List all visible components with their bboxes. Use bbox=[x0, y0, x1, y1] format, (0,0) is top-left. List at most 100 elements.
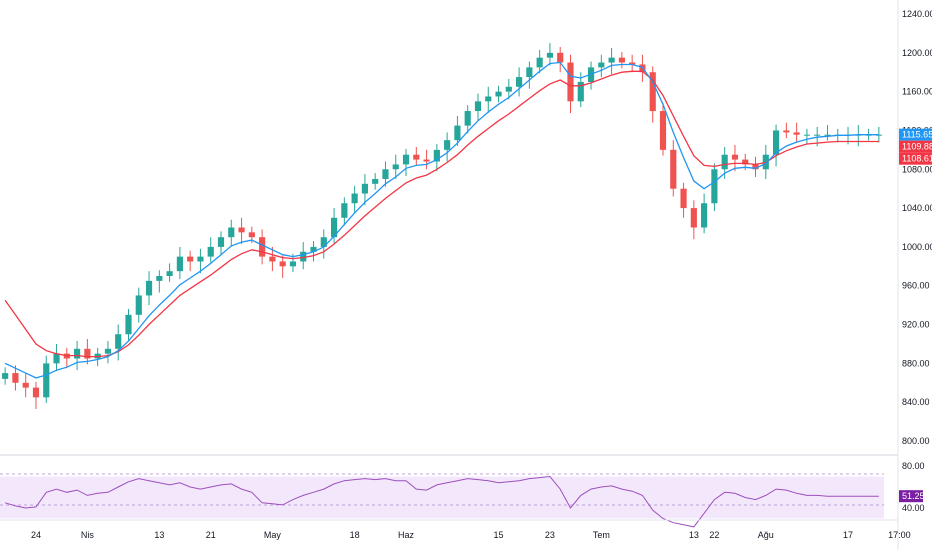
price-tag-label: 1109.88 bbox=[902, 142, 932, 152]
candle-body bbox=[248, 232, 255, 238]
price-tick-label: 1240.00 bbox=[902, 9, 932, 19]
price-tick-label: 840.00 bbox=[902, 397, 930, 407]
price-tag-label: 1108.61 bbox=[902, 154, 932, 164]
candle-body bbox=[289, 261, 297, 267]
price-tick-label: 1200.00 bbox=[902, 48, 932, 58]
candle-body bbox=[104, 348, 112, 354]
candle-body bbox=[772, 130, 780, 155]
price-tick-label: 880.00 bbox=[902, 358, 930, 368]
candle-body bbox=[526, 67, 533, 78]
time-tick-label: 22 bbox=[709, 530, 719, 540]
candle-body bbox=[22, 382, 29, 388]
candle-body bbox=[361, 183, 368, 194]
ema-fast-line bbox=[4, 61, 879, 379]
time-tick-label: 17:00 bbox=[888, 530, 911, 540]
candle-body bbox=[444, 140, 451, 150]
price-scale[interactable]: 1240.001200.001160.001120.001080.001040.… bbox=[902, 9, 932, 446]
candle-body bbox=[330, 217, 338, 238]
candle-body bbox=[505, 86, 512, 92]
candle-body bbox=[680, 188, 687, 209]
candle-body bbox=[351, 193, 358, 204]
price-tick-label: 960.00 bbox=[902, 281, 930, 291]
time-tick-label: May bbox=[264, 530, 282, 540]
candle-body bbox=[567, 62, 574, 102]
candle-body bbox=[731, 154, 739, 160]
candle-body bbox=[557, 52, 564, 63]
time-tick-label: Haz bbox=[398, 530, 415, 540]
price-tick-label: 1040.00 bbox=[902, 203, 932, 213]
candle-body bbox=[824, 134, 831, 136]
candle-body bbox=[670, 149, 677, 189]
time-tick-label: 13 bbox=[689, 530, 699, 540]
candle-body bbox=[228, 227, 235, 238]
candle-body bbox=[115, 334, 122, 349]
candle-body bbox=[618, 57, 625, 63]
candle-body bbox=[711, 169, 718, 204]
candle-body bbox=[464, 111, 471, 126]
candle-body bbox=[12, 373, 19, 383]
candle-body bbox=[2, 373, 9, 379]
candle-body bbox=[32, 387, 40, 398]
candle-body bbox=[166, 271, 173, 277]
candle-body bbox=[145, 280, 153, 296]
candle-body bbox=[423, 159, 430, 162]
candle-body bbox=[516, 77, 523, 87]
candlestick-series bbox=[2, 43, 882, 409]
candle-body bbox=[649, 72, 656, 112]
candle-body bbox=[382, 169, 389, 179]
candle-body bbox=[310, 246, 317, 252]
candle-body bbox=[814, 134, 821, 136]
time-tick-label: Nis bbox=[81, 530, 94, 540]
rsi-band bbox=[0, 476, 884, 519]
candle-body bbox=[803, 134, 810, 136]
candle-body bbox=[413, 154, 420, 160]
candle-body bbox=[269, 256, 276, 262]
candle-body bbox=[176, 256, 183, 272]
candle-body bbox=[783, 130, 790, 133]
time-axis[interactable]: 24 Nis 13 21 May 18 Haz 15 23 Tem 13 22 Ağu 17 17:00 bbox=[31, 530, 911, 540]
candle-body bbox=[474, 101, 482, 112]
price-tick-label: 800.00 bbox=[902, 436, 930, 446]
time-tick-label: 17 bbox=[843, 530, 853, 540]
candle-body bbox=[187, 256, 194, 262]
candle-body bbox=[546, 52, 554, 58]
candle-body bbox=[433, 149, 440, 162]
candle-body bbox=[125, 314, 132, 335]
candle-body bbox=[608, 57, 615, 63]
candle-body bbox=[793, 132, 800, 135]
candle-body bbox=[485, 96, 492, 102]
rsi-tick-label: 40.00 bbox=[902, 503, 925, 513]
candle-body bbox=[402, 154, 410, 165]
candle-body bbox=[577, 81, 584, 102]
rsi-scale[interactable]: 80.00 40.00 51.25 bbox=[899, 461, 925, 513]
candle-body bbox=[752, 164, 759, 170]
candle-body bbox=[217, 237, 225, 247]
candle-body bbox=[320, 237, 327, 247]
candle-body bbox=[392, 164, 399, 170]
candle-body bbox=[536, 57, 543, 68]
candle-body bbox=[742, 159, 749, 165]
time-tick-label: 21 bbox=[206, 530, 216, 540]
price-tick-label: 1080.00 bbox=[902, 164, 932, 174]
candle-body bbox=[629, 62, 636, 65]
price-tag-bg bbox=[899, 152, 932, 165]
candle-body bbox=[690, 208, 697, 228]
time-tick-label: 13 bbox=[154, 530, 164, 540]
candle-body bbox=[598, 62, 605, 68]
time-tick-label: 15 bbox=[494, 530, 504, 540]
candle-body bbox=[53, 353, 60, 364]
price-tick-label: 1000.00 bbox=[902, 242, 932, 252]
candle-body bbox=[372, 178, 379, 184]
candle-body bbox=[197, 256, 204, 262]
price-tag-bg bbox=[899, 140, 932, 153]
price-tick-label: 920.00 bbox=[902, 320, 930, 330]
candle-body bbox=[701, 203, 708, 228]
price-tag-label: 1115.65 bbox=[902, 130, 932, 140]
candle-body bbox=[454, 125, 461, 141]
candle-body bbox=[300, 251, 307, 262]
candle-body bbox=[207, 246, 214, 257]
candle-body bbox=[43, 363, 50, 398]
candle-body bbox=[495, 91, 502, 97]
candle-body bbox=[84, 348, 91, 359]
